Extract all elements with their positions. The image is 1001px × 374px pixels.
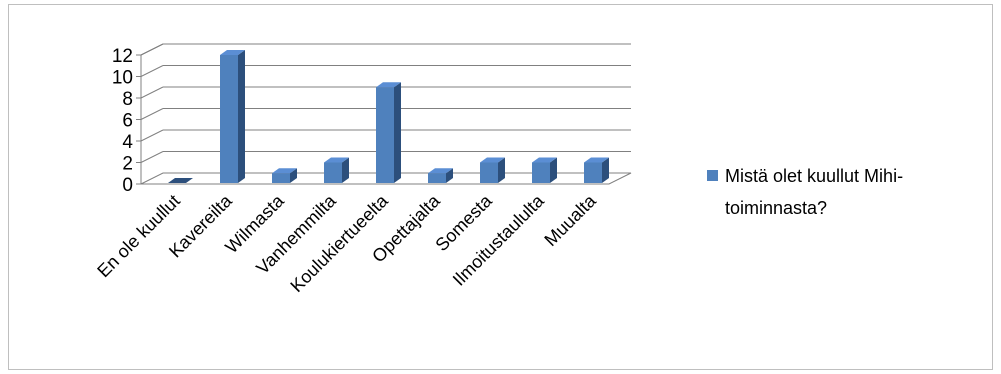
bar-side [498, 157, 505, 183]
bar-top [324, 157, 349, 163]
chart-floor [140, 172, 632, 185]
bar-side [602, 157, 609, 183]
bar-side [550, 157, 557, 183]
bar-side [238, 50, 245, 183]
bar [272, 168, 297, 183]
bar-top [376, 82, 401, 88]
gridline-depth [140, 43, 164, 56]
bar-front [376, 87, 394, 183]
bar-front [532, 162, 550, 183]
bar [168, 178, 193, 183]
bar-front [428, 173, 446, 183]
bar-top [220, 50, 245, 55]
bar-top [480, 157, 505, 163]
bar [376, 82, 401, 183]
bar-front [324, 162, 342, 183]
bar [220, 50, 245, 183]
y-tick-label: 6 [122, 111, 133, 132]
y-tick-label: 8 [122, 89, 133, 110]
x-category-label: Ilmoitustaululta [449, 190, 549, 290]
legend-swatch [707, 170, 718, 181]
bar [584, 157, 609, 183]
bar-side [394, 82, 401, 183]
bar-top [532, 157, 557, 163]
bar-side [342, 157, 349, 183]
x-category-label: Muualta [540, 190, 600, 250]
legend: Mistä olet kuullut Mihi- toiminnasta? [707, 166, 903, 218]
y-tick-label: 0 [122, 175, 133, 196]
x-category-label: En ole kuullut [93, 191, 184, 282]
legend-label-line-1: Mistä olet kuullut Mihi- [725, 166, 903, 186]
bar-flat [168, 178, 193, 183]
gridline-depth [140, 108, 164, 120]
x-axis-labels: En ole kuullutKavereiltaWilmastaVanhemmi… [93, 190, 600, 296]
bar-front [584, 162, 602, 183]
y-tick-label: 2 [122, 154, 133, 175]
bar [324, 157, 349, 183]
bar-side [290, 168, 297, 183]
bar [428, 168, 453, 183]
bar-front [272, 173, 290, 183]
gridline-depth [140, 129, 164, 142]
bar-front [220, 55, 238, 183]
y-tick-label: 12 [112, 46, 133, 67]
gridline-depth [140, 65, 164, 77]
bar-front [480, 162, 498, 183]
y-tick-label: 10 [112, 68, 133, 89]
gridline-depth [140, 86, 164, 99]
bar-top [428, 168, 453, 174]
bar-top [272, 168, 297, 174]
bar [532, 157, 557, 183]
y-tick-label: 4 [122, 132, 133, 153]
bars [168, 50, 609, 183]
gridline-depth [140, 151, 164, 163]
bar-top [584, 157, 609, 163]
bar [480, 157, 505, 183]
legend-label-line-2: toiminnasta? [725, 198, 827, 218]
bar-side [446, 168, 453, 183]
